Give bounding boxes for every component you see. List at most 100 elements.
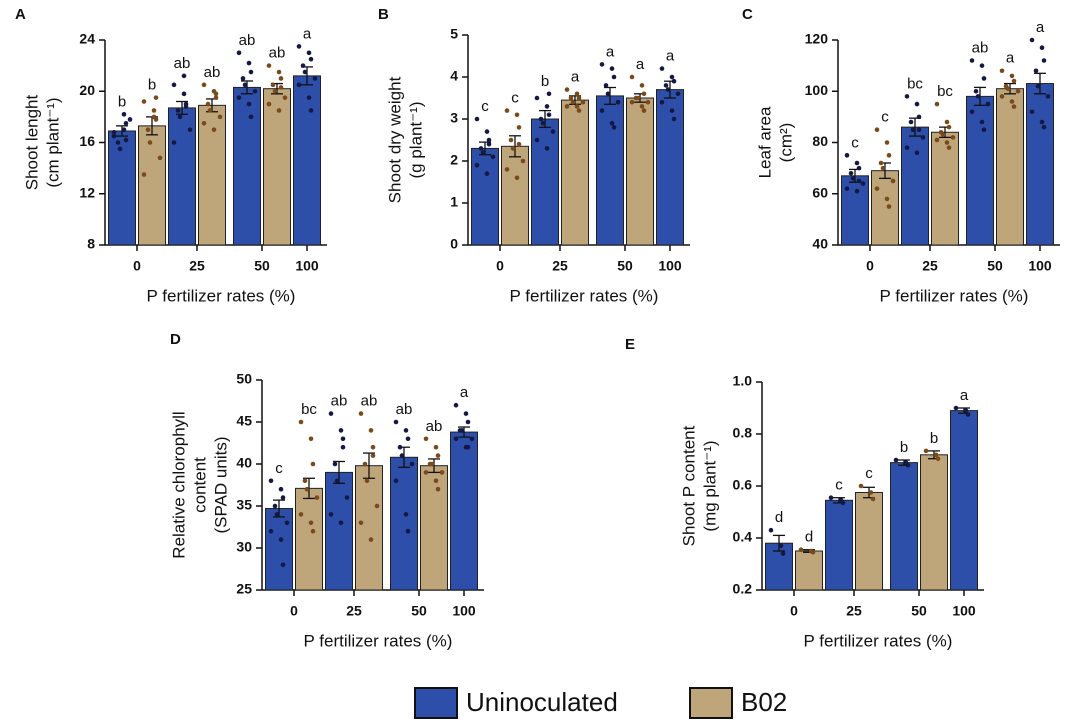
data-point <box>453 402 459 408</box>
data-point <box>1011 104 1017 109</box>
data-point <box>1041 124 1047 130</box>
data-point <box>884 196 890 202</box>
data-point <box>611 125 617 130</box>
y-tick-label: 60 <box>812 184 828 200</box>
panel-label: E <box>625 336 635 353</box>
x-axis-title: P fertilizer rates (%) <box>304 631 453 650</box>
significance-letter: c <box>851 134 859 151</box>
data-point <box>979 119 985 125</box>
data-point <box>914 101 920 107</box>
data-point <box>298 419 304 425</box>
data-point <box>328 411 334 416</box>
data-point <box>944 140 950 145</box>
significance-letter: b <box>930 430 938 447</box>
data-point <box>474 116 480 122</box>
y-tick-label: 50 <box>236 371 252 387</box>
data-point <box>157 155 163 161</box>
significance-letter: a <box>460 384 469 401</box>
bar <box>355 465 383 591</box>
data-point <box>538 116 544 122</box>
significance-letter: ab <box>361 393 378 410</box>
data-point <box>844 153 850 158</box>
data-point <box>858 483 864 489</box>
x-tick-label: 25 <box>922 258 938 274</box>
x-tick-label: 100 <box>658 258 682 274</box>
significance-letter: a <box>666 48 675 65</box>
data-point <box>1009 99 1015 104</box>
significance-letter: a <box>606 43 615 60</box>
data-point <box>338 520 344 526</box>
x-tick-label: 50 <box>411 603 427 619</box>
y-tick-label: 45 <box>236 413 252 429</box>
data-point <box>175 108 181 113</box>
y-tick-label: 0.8 <box>733 425 753 441</box>
data-point <box>296 44 302 49</box>
data-point <box>969 109 975 115</box>
data-point <box>153 95 159 100</box>
significance-letter: a <box>1036 19 1045 36</box>
data-point <box>332 461 338 467</box>
data-point <box>121 127 127 132</box>
data-point <box>884 140 890 145</box>
data-point <box>358 520 364 526</box>
data-point <box>1045 94 1051 99</box>
data-point <box>423 470 429 475</box>
y-axis-title: (cm²) <box>776 123 795 163</box>
data-point <box>276 108 282 113</box>
significance-letter: a <box>571 69 580 86</box>
data-point <box>629 74 635 80</box>
data-point <box>916 127 922 132</box>
y-axis-title: (SPAD units) <box>211 437 230 534</box>
data-point <box>308 436 314 442</box>
y-axis-title: (g plant⁻¹) <box>406 102 425 179</box>
y-axis-title: Shoot P content <box>679 425 698 546</box>
data-point <box>534 95 540 101</box>
data-point <box>920 135 926 140</box>
data-point <box>923 448 929 454</box>
y-tick-label: 0.4 <box>733 529 753 545</box>
bar <box>265 508 293 591</box>
x-tick-label: 0 <box>496 258 504 274</box>
y-tick-label: 35 <box>236 497 252 513</box>
x-axis-title: P fertilizer rates (%) <box>510 286 659 305</box>
y-tick-label: 30 <box>236 539 252 555</box>
y-axis-title: content <box>190 457 209 513</box>
significance-letter: ab <box>396 401 413 418</box>
panel-label: C <box>742 6 753 23</box>
data-point <box>910 127 916 132</box>
data-point <box>798 547 804 552</box>
data-point <box>248 69 254 75</box>
data-point <box>280 495 286 500</box>
data-point <box>284 520 290 526</box>
data-point <box>302 69 308 75</box>
data-point <box>969 58 975 63</box>
data-point <box>217 114 223 120</box>
data-point <box>123 137 129 143</box>
data-point <box>1035 83 1041 89</box>
x-tick-label: 0 <box>866 258 874 274</box>
data-point <box>486 137 492 143</box>
data-point <box>540 120 546 126</box>
data-point <box>1029 109 1035 115</box>
data-point <box>310 461 316 467</box>
data-point <box>370 444 376 450</box>
significance-letter: ab <box>426 418 443 435</box>
data-point <box>890 178 896 184</box>
data-point <box>403 512 409 517</box>
y-tick-label: 24 <box>79 31 95 47</box>
panel-label: B <box>378 6 389 23</box>
data-point <box>465 444 471 450</box>
bar <box>420 465 448 591</box>
data-point <box>274 512 280 517</box>
data-point <box>520 158 526 164</box>
bar <box>293 75 321 246</box>
data-point <box>856 178 862 184</box>
data-point <box>981 127 987 132</box>
data-point <box>248 114 254 120</box>
data-point <box>246 101 252 107</box>
data-point <box>300 63 306 68</box>
data-point <box>181 91 187 97</box>
data-point <box>171 140 177 145</box>
legend-label: B02 <box>741 687 787 717</box>
bar <box>871 170 899 246</box>
